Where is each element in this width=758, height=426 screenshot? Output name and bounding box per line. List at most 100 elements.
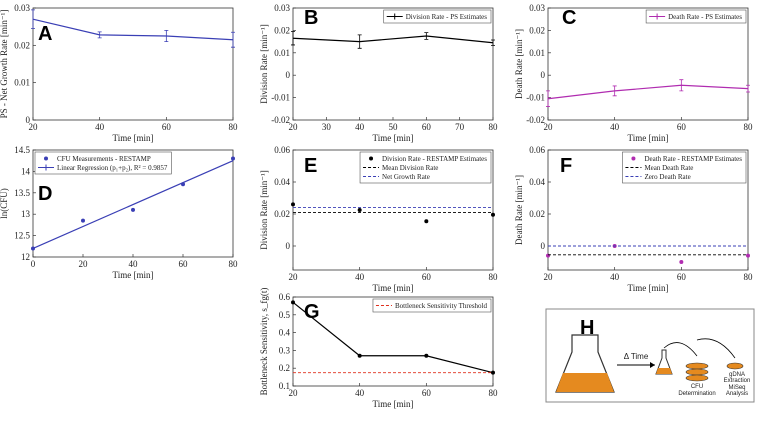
y-tick-label: 0.03 [274,3,290,13]
x-axis-label: Time [min] [113,270,154,280]
x-axis-label: Time [min] [628,283,669,293]
x-tick-label: 50 [389,122,399,132]
chart-panel: 20 40 60 80 0 0.01 0.02 0.03 Time [min] PS - Net … [0,3,238,143]
y-tick-label: 0 [541,70,546,80]
x-tick-label: 40 [355,388,365,398]
legend-label: Zero Death Rate [644,173,690,181]
y-tick-label: -0.02 [526,115,545,125]
error-bar [31,9,35,29]
arrow-label: Δ Time [624,352,649,361]
diagram-panel: H Δ Time CFU Determination gDNA Extracti… [545,308,755,403]
legend-marker [631,156,636,161]
chart-panel: 0 20 40 60 80 12 12.5 13 13.5 14 14.5 Time [min] ln(… [0,145,238,280]
chart-panel: 20 40 60 80 0 0.02 0.04 0.06 Time [min] Division … [259,145,498,293]
legend-label: CFU Measurements - RESTAMP [57,155,151,163]
x-tick-label: 60 [162,122,172,132]
panel-letter: B [304,7,318,29]
x-tick-label: 20 [289,388,299,398]
error-bar [612,85,617,97]
y-tick-label: 0.04 [529,177,545,187]
legend-label: Mean Division Rate [382,164,438,172]
data-point [424,353,429,358]
data-point [357,208,362,212]
x-axis-label: Time [min] [113,133,154,143]
legend-marker [369,156,374,161]
y-tick-label: 0 [541,241,546,251]
legend-marker [44,156,48,161]
series-line [292,301,494,374]
y-tick-label: 14 [21,166,31,176]
plot-frame [32,7,234,121]
legend: Division Rate - PS Estimates [383,9,492,24]
legend-box [622,151,747,184]
y-axis-label: Death Rate [min⁻¹] [514,29,524,99]
dna-label: Extraction [724,378,751,384]
x-axis-label: Time [min] [373,133,414,143]
x-tick-label: 30 [322,122,332,132]
panel-letter: E [304,155,317,177]
tube [726,362,744,370]
data-point [746,253,750,258]
y-tick-label: -0.02 [271,115,290,125]
y-tick-label: 13.5 [14,188,30,198]
dna-label: gDNA [729,372,745,378]
legend: Bottleneck Sensitivity Threshold [372,298,492,313]
legend-label: Bottleneck Sensitivity Threshold [395,302,488,310]
panel-letter: D [38,183,52,205]
legend-label: Division Rate - PS Estimates [406,13,488,21]
error-bar [231,31,235,48]
y-tick-label: 0 [286,70,291,80]
y-tick-label: 0.3 [279,345,291,355]
data-point [424,219,429,224]
x-tick-label: 80 [744,272,754,282]
data-point [546,253,550,258]
y-tick-label: 0.1 [279,381,290,391]
culture [556,373,614,392]
y-tick-label: 13 [21,209,31,219]
series-line [32,160,234,249]
x-tick-label: 80 [489,272,499,282]
y-tick-label: 0.03 [529,3,545,13]
error-bar [746,84,750,93]
error-bar [679,79,684,92]
y-tick-label: 0.02 [529,209,545,219]
x-tick-label: 60 [422,388,432,398]
curved-arrows [663,338,736,359]
y-axis-label: PS - Net Growth Rate [min⁻¹] [0,10,9,119]
error-bar [97,31,102,39]
x-tick-label: 20 [79,259,89,269]
cfu-label: CFU [691,384,703,390]
x-tick-label: 40 [129,259,139,269]
legend-label: Death Rate - PS Estimates [668,13,742,21]
panel-letter: G [304,301,320,323]
error-bar [491,39,495,46]
x-tick-label: 60 [422,272,432,282]
x-axis-label: Time [min] [373,399,414,409]
legend-box [359,151,492,184]
y-tick-label: 0.5 [279,310,291,320]
data-point [231,156,235,161]
error-bar [546,90,550,107]
x-tick-label: 20 [29,122,39,132]
x-tick-label: 0 [31,259,36,269]
x-tick-label: 20 [544,272,554,282]
x-axis-label: Time [min] [628,133,669,143]
x-axis-label: Time [min] [373,283,414,293]
x-tick-label: 20 [289,272,299,282]
y-tick-label: 0.01 [274,48,290,58]
chart-panel: 20 40 60 80 -0.02 -0.01 0 0.01 0.02 0.03 Time [min… [514,3,753,143]
y-tick-label: 12 [21,252,30,262]
y-tick-label: 0.03 [14,3,30,13]
y-tick-label: 0.01 [14,78,30,88]
data-point [291,300,295,305]
data-point [291,202,295,207]
x-tick-label: 40 [95,122,105,132]
x-tick-label: 40 [355,272,365,282]
series-line [547,84,749,100]
panel-letter: C [562,7,576,29]
small-culture [656,368,672,374]
chart-panel: 20 40 60 80 0.1 0.2 0.3 0.4 0.5 0.6 Time [min] Bott… [259,288,498,409]
x-tick-label: 20 [289,122,299,132]
